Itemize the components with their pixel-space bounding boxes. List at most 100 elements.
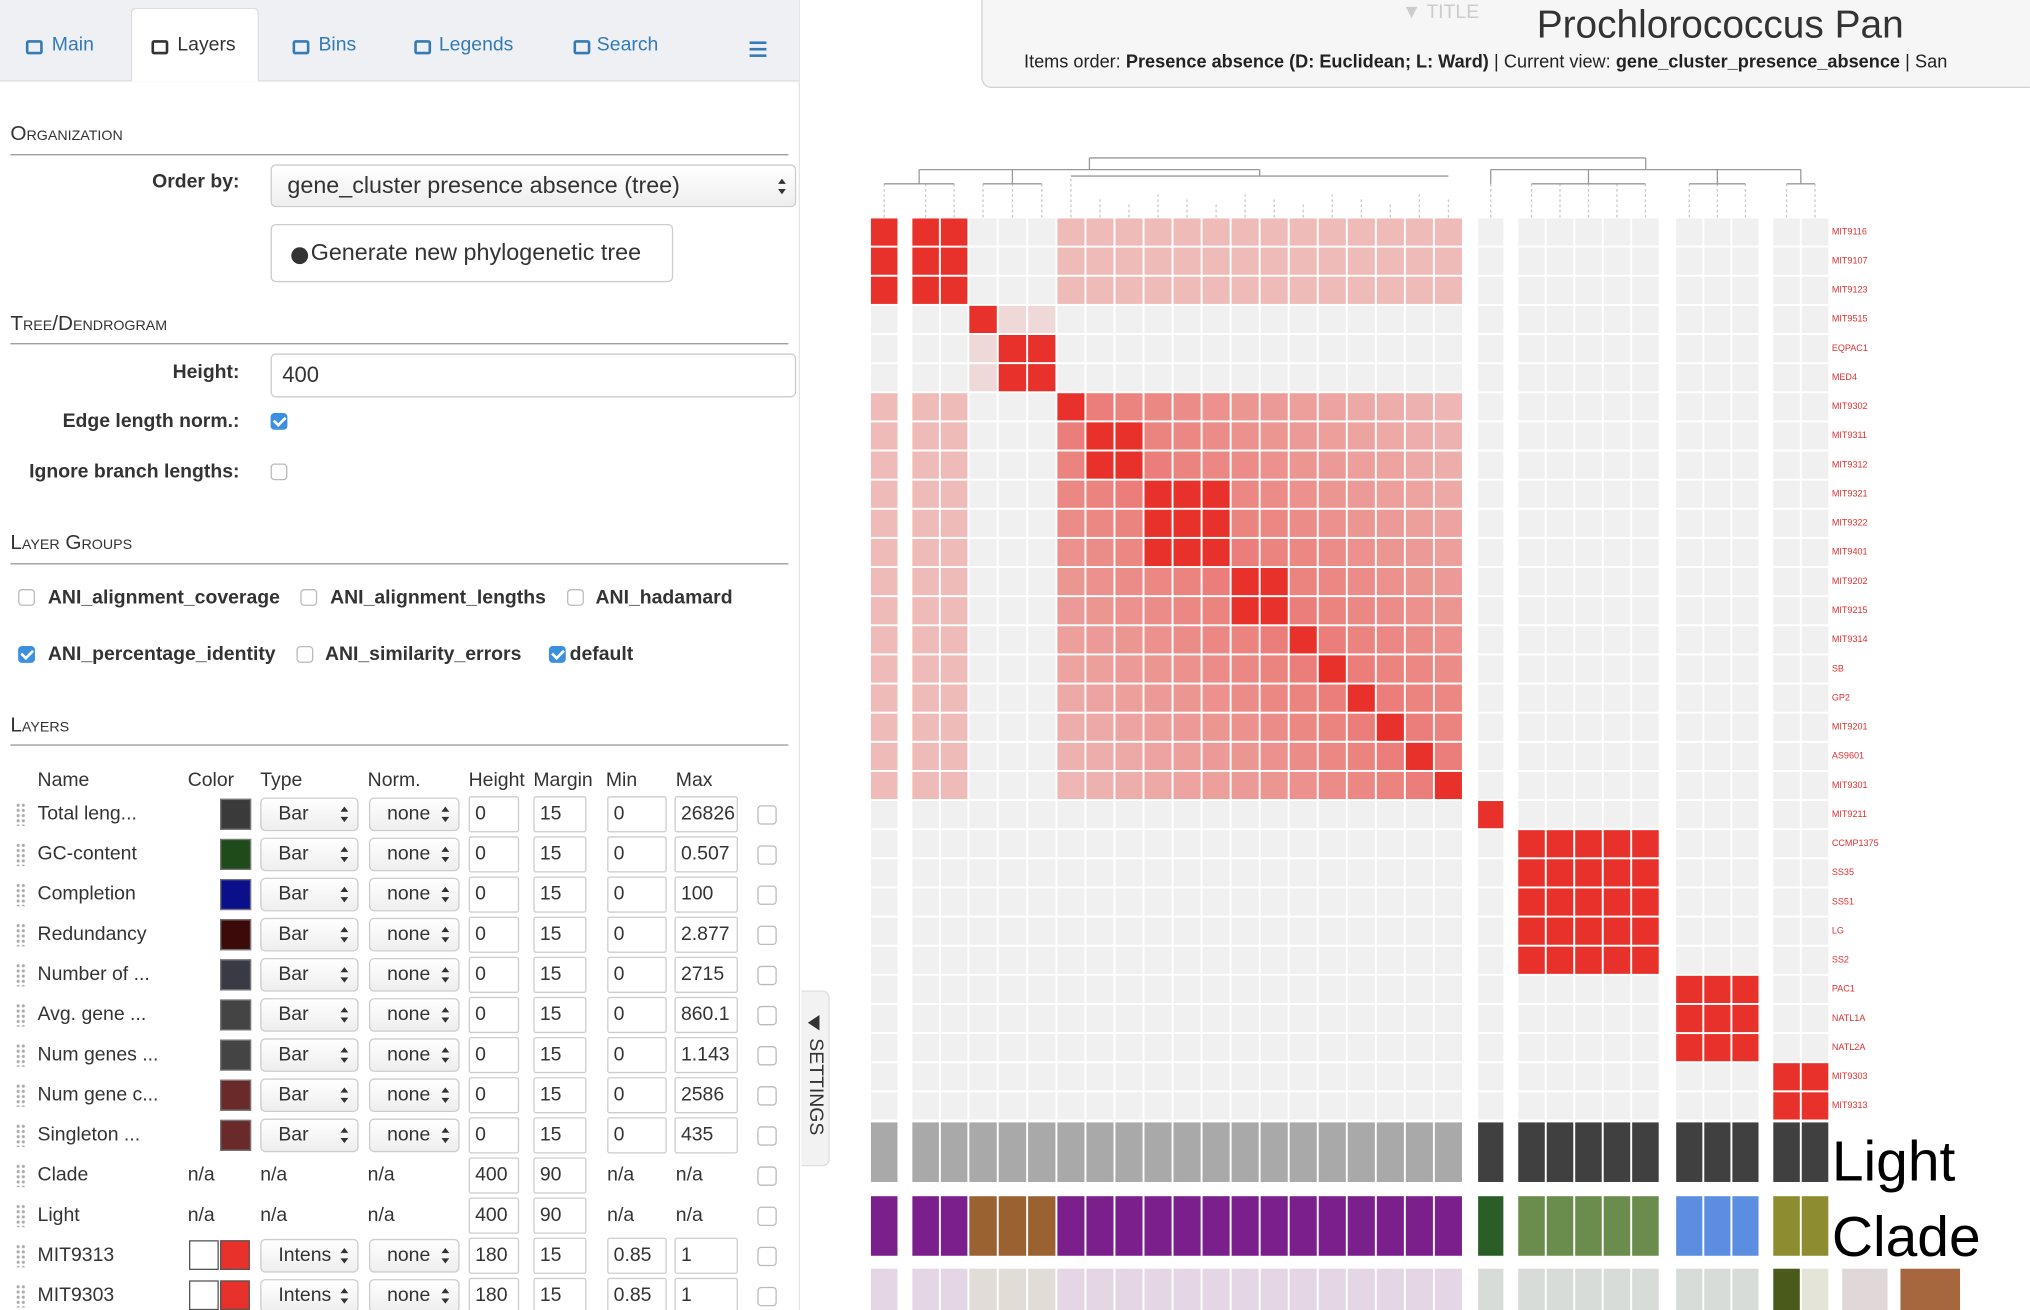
layer-input[interactable]: 100 — [674, 876, 738, 913]
layer-input[interactable]: 2.877 — [674, 916, 738, 953]
layer-input[interactable]: 90 — [533, 1197, 587, 1234]
checkbox[interactable] — [567, 589, 584, 606]
checkbox[interactable] — [18, 646, 35, 663]
layer-input[interactable]: 2586 — [674, 1077, 738, 1114]
layer-input[interactable]: 15 — [533, 836, 587, 873]
layer-checkbox[interactable] — [757, 1166, 777, 1186]
layer-input[interactable]: 26826 — [674, 796, 738, 833]
layer-input[interactable]: 0 — [468, 836, 520, 873]
layer-input[interactable]: 90 — [533, 1157, 587, 1194]
layer-checkbox[interactable] — [757, 1005, 777, 1026]
tab[interactable]: Bins — [318, 33, 357, 56]
layer-select[interactable]: Bar — [260, 837, 359, 872]
color-swatch[interactable] — [220, 1119, 252, 1151]
drag-handle[interactable] — [15, 1043, 26, 1067]
layer-checkbox[interactable] — [757, 845, 777, 865]
layer-checkbox[interactable] — [757, 1086, 777, 1106]
layer-checkbox[interactable] — [757, 1246, 777, 1267]
order-by-select[interactable]: gene_cluster presence absence (tree) — [270, 164, 797, 208]
color-swatch[interactable] — [189, 1280, 219, 1310]
drag-handle[interactable] — [15, 802, 26, 826]
settings-toggle[interactable]: SETTINGS — [801, 990, 830, 1167]
layer-checkbox[interactable] — [757, 885, 777, 905]
layer-select[interactable]: none — [368, 1238, 460, 1273]
drag-handle[interactable] — [15, 1123, 26, 1148]
color-swatch[interactable] — [220, 1039, 252, 1071]
layer-checkbox[interactable] — [757, 1126, 777, 1146]
layer-input[interactable]: 0 — [607, 876, 667, 913]
layer-input[interactable]: 400 — [468, 1197, 520, 1234]
tab[interactable]: Layers — [177, 33, 236, 56]
menu-button[interactable] — [749, 41, 767, 57]
color-swatch[interactable] — [220, 999, 252, 1031]
layer-input[interactable]: 400 — [468, 1157, 520, 1194]
layer-input[interactable]: 0 — [607, 836, 667, 873]
color-swatch[interactable] — [220, 838, 252, 870]
checkbox[interactable] — [18, 589, 35, 606]
layer-input[interactable]: 0 — [607, 796, 667, 833]
layer-input[interactable]: 0 — [607, 1077, 667, 1114]
layer-input[interactable]: 0 — [468, 876, 520, 913]
layer-select[interactable]: none — [368, 797, 460, 832]
layer-select[interactable]: Bar — [260, 1078, 359, 1113]
layer-input[interactable]: 2715 — [674, 956, 738, 993]
color-swatch[interactable] — [220, 879, 252, 911]
layer-input[interactable]: 0 — [607, 996, 667, 1034]
layer-input[interactable]: 0 — [607, 1117, 667, 1154]
layer-select[interactable]: Intens — [260, 1238, 359, 1273]
layer-select[interactable]: Bar — [260, 998, 359, 1032]
layer-input[interactable]: 15 — [533, 1077, 587, 1114]
checkbox[interactable] — [300, 589, 318, 606]
layer-input[interactable]: 15 — [533, 1117, 587, 1154]
layer-select[interactable]: Intens — [260, 1279, 359, 1310]
tab[interactable]: Legends — [438, 33, 514, 56]
drag-handle[interactable] — [15, 1003, 26, 1027]
layer-select[interactable]: Bar — [260, 1038, 359, 1072]
layer-select[interactable]: Bar — [260, 877, 359, 912]
layer-input[interactable]: 1.143 — [674, 1036, 738, 1074]
layer-input[interactable]: 435 — [674, 1117, 738, 1154]
layer-checkbox[interactable] — [757, 805, 777, 825]
layer-select[interactable]: none — [368, 837, 460, 872]
layer-input[interactable]: 15 — [533, 1237, 587, 1274]
layer-select[interactable]: Bar — [260, 1118, 359, 1153]
drag-handle[interactable] — [15, 882, 26, 907]
layer-input[interactable]: 180 — [468, 1277, 520, 1310]
layer-checkbox[interactable] — [757, 1286, 777, 1307]
drag-handle[interactable] — [15, 1284, 26, 1308]
layer-checkbox[interactable] — [757, 965, 777, 986]
layer-input[interactable]: 0 — [468, 1077, 520, 1114]
color-swatch[interactable] — [220, 959, 252, 991]
layer-input[interactable]: 180 — [468, 1237, 520, 1274]
layer-select[interactable]: none — [368, 998, 460, 1032]
drag-handle[interactable] — [15, 1083, 26, 1107]
layer-select[interactable]: Bar — [260, 958, 359, 992]
drag-handle[interactable] — [15, 1203, 26, 1228]
checkbox[interactable] — [548, 646, 566, 663]
layer-select[interactable]: none — [368, 1038, 460, 1072]
layer-input[interactable]: 0.85 — [607, 1237, 667, 1274]
layer-input[interactable]: 0.85 — [607, 1277, 667, 1310]
layer-select[interactable]: Bar — [260, 797, 359, 832]
layer-select[interactable]: none — [368, 958, 460, 992]
layer-select[interactable]: none — [368, 917, 460, 952]
layer-input[interactable]: 0 — [468, 1036, 520, 1074]
layer-select[interactable]: Bar — [260, 917, 359, 952]
layer-input[interactable]: 15 — [533, 956, 587, 993]
color-swatch[interactable] — [220, 1079, 252, 1111]
checkbox[interactable] — [296, 646, 314, 663]
layer-input[interactable]: 15 — [533, 1277, 587, 1310]
layer-input[interactable]: 0 — [607, 1036, 667, 1074]
layer-input[interactable]: 15 — [533, 796, 587, 833]
layer-input[interactable]: 0 — [607, 916, 667, 953]
color-swatch[interactable] — [220, 919, 252, 951]
title-toggle[interactable]: ▼ TITLE — [1402, 1, 1480, 24]
checkbox[interactable] — [270, 463, 288, 481]
color-swatch[interactable] — [220, 1240, 250, 1271]
color-swatch[interactable] — [220, 1280, 250, 1310]
layer-input[interactable]: 1 — [674, 1277, 738, 1310]
layer-input[interactable]: 0 — [468, 796, 520, 833]
layer-input[interactable]: 0 — [468, 916, 520, 953]
layer-checkbox[interactable] — [757, 1206, 777, 1226]
layer-select[interactable]: none — [368, 1118, 460, 1153]
